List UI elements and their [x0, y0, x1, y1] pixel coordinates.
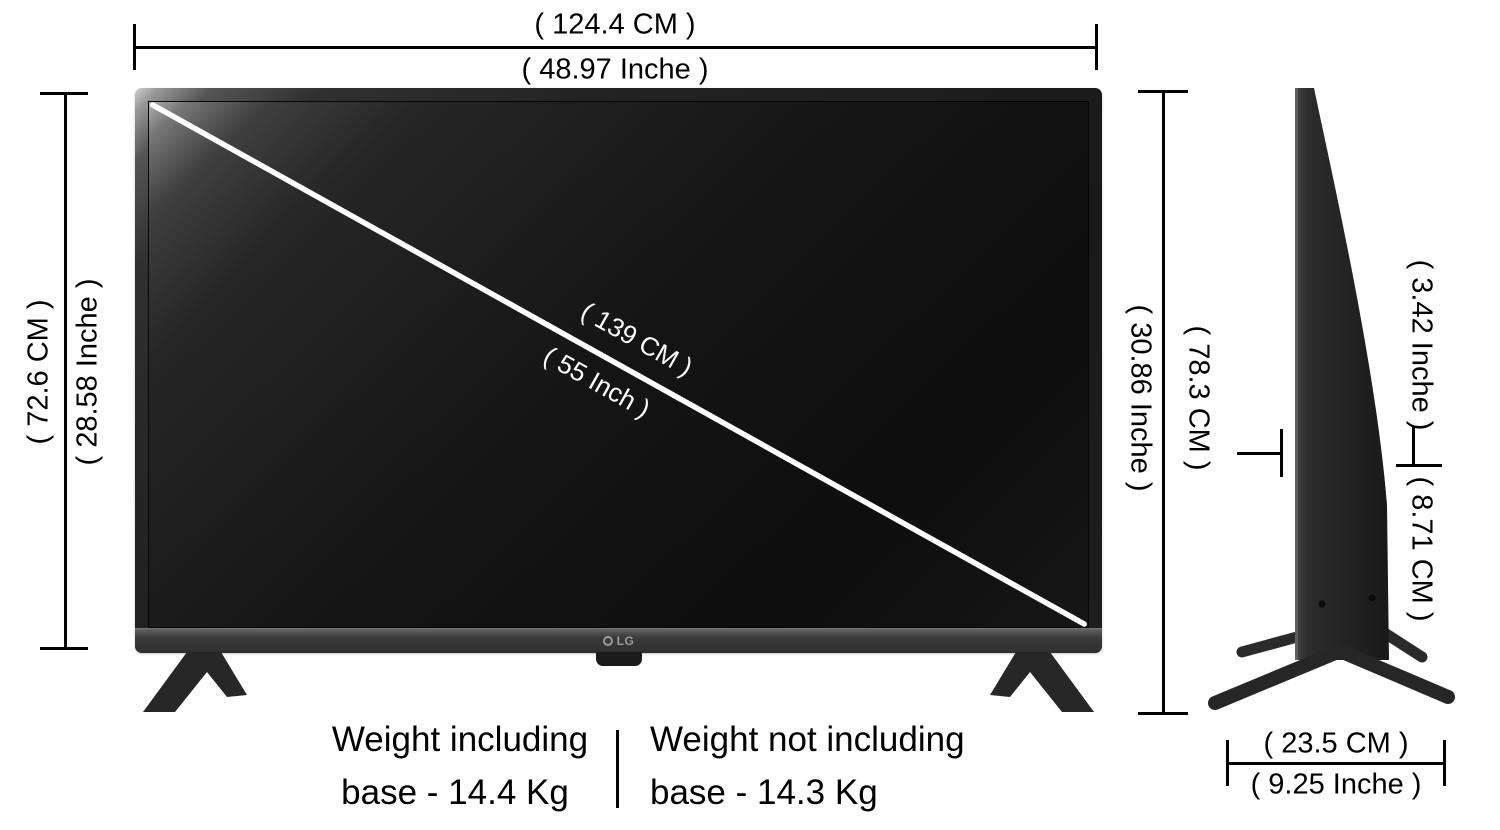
depth-cm-label: ( 8.71 CM )	[1405, 476, 1438, 622]
tv-bottom-bezel: LG	[135, 628, 1102, 653]
side-panel-profile	[1295, 88, 1389, 660]
depth-left-tick-line	[1237, 452, 1283, 455]
stand-depth-dimension-line	[1226, 762, 1446, 765]
top-width-left-tick	[133, 24, 136, 70]
left-height-bottom-tick	[40, 647, 88, 650]
width-inch-label: ( 48.97 Inche )	[521, 53, 709, 86]
stand-depth-left-tick	[1226, 740, 1229, 786]
left-foot	[143, 652, 247, 712]
lg-logo-text: LG	[616, 634, 635, 648]
width-cm-label: ( 124.4 CM )	[534, 8, 696, 41]
weight-with-base-line2: base - 14.4 Kg	[341, 773, 569, 812]
overall-height-dimension-line	[1162, 90, 1165, 715]
stand-depth-inch-label: ( 9.25 Inche )	[1250, 768, 1422, 801]
depth-right-tick-line	[1396, 464, 1442, 467]
left-height-top-tick	[40, 92, 88, 95]
weight-without-base-line1: Weight not including	[650, 720, 965, 759]
depth-left-tick-bar	[1280, 429, 1283, 477]
stand-depth-cm-label: ( 23.5 CM )	[1263, 727, 1409, 760]
height-inch-label: ( 28.58 Inche )	[71, 278, 104, 466]
tv-screen: ( 139 CM ) ( 55 Inch )	[148, 101, 1089, 628]
tv-front-view: ( 139 CM ) ( 55 Inch ) LG	[135, 88, 1102, 653]
overall-height-top-tick	[1138, 90, 1188, 93]
overall-height-bottom-tick	[1138, 712, 1188, 715]
weight-divider	[616, 730, 619, 808]
weight-without-base-line2: base - 14.3 Kg	[650, 773, 878, 812]
side-screw-hole	[1318, 600, 1326, 608]
side-panel-front-edge	[1295, 88, 1298, 660]
left-height-dimension-line	[64, 92, 67, 650]
tv-front-feet	[143, 652, 1094, 712]
side-rear-foot-leg	[1333, 644, 1455, 704]
height-cm-label: ( 72.6 CM )	[22, 299, 55, 445]
side-front-foot-leg	[1208, 644, 1347, 710]
diagonal-measure-line	[150, 102, 1087, 627]
tv-chin-tab	[596, 652, 642, 666]
side-screw-hole	[1368, 594, 1376, 602]
top-width-dimension-line	[133, 46, 1098, 49]
right-foot	[990, 652, 1094, 712]
overall-height-inch-label: ( 30.86 Inche )	[1124, 304, 1157, 492]
lg-logo-icon	[602, 636, 613, 646]
depth-inch-label: ( 3.42 Inche )	[1405, 259, 1438, 431]
top-width-right-tick	[1095, 24, 1098, 70]
stand-depth-right-tick	[1443, 740, 1446, 786]
weight-with-base-line1: Weight including	[331, 720, 589, 759]
depth-right-tick-stem	[1412, 426, 1415, 467]
tv-side-view	[1208, 88, 1455, 710]
